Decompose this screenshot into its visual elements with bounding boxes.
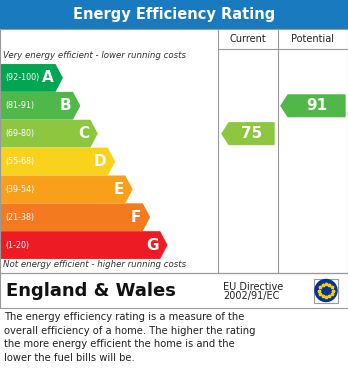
Text: D: D [94, 154, 106, 169]
Text: F: F [131, 210, 141, 225]
Text: (1-20): (1-20) [5, 240, 29, 249]
Text: Not energy efficient - higher running costs: Not energy efficient - higher running co… [3, 260, 186, 269]
Text: The energy efficiency rating is a measure of the
overall efficiency of a home. T: The energy efficiency rating is a measur… [4, 312, 255, 363]
Text: A: A [42, 70, 54, 85]
Text: (69-80): (69-80) [5, 129, 34, 138]
Text: E: E [113, 182, 124, 197]
Polygon shape [1, 93, 80, 119]
Bar [314, 278, 338, 303]
Text: EU Directive: EU Directive [223, 282, 283, 292]
Bar [0, 29, 348, 273]
Text: 2002/91/EC: 2002/91/EC [223, 291, 279, 301]
Text: 91: 91 [306, 98, 327, 113]
Text: 75: 75 [241, 126, 262, 141]
Polygon shape [281, 95, 345, 117]
Text: Energy Efficiency Rating: Energy Efficiency Rating [73, 7, 275, 22]
Text: Potential: Potential [292, 34, 334, 44]
Text: C: C [78, 126, 89, 141]
Bar [0, 0, 348, 28]
Polygon shape [1, 120, 97, 147]
Polygon shape [1, 176, 132, 203]
Text: Current: Current [230, 34, 266, 44]
Bar [0, 273, 348, 308]
Text: Very energy efficient - lower running costs: Very energy efficient - lower running co… [3, 51, 186, 60]
Polygon shape [1, 65, 62, 91]
Text: (81-91): (81-91) [5, 101, 34, 110]
Polygon shape [1, 204, 149, 230]
Polygon shape [1, 232, 167, 258]
Text: (92-100): (92-100) [5, 74, 39, 83]
Text: B: B [60, 98, 72, 113]
Text: G: G [146, 238, 159, 253]
Text: England & Wales: England & Wales [6, 282, 176, 300]
Text: (55-68): (55-68) [5, 157, 34, 166]
Polygon shape [1, 148, 114, 175]
Polygon shape [222, 123, 274, 144]
Text: (39-54): (39-54) [5, 185, 34, 194]
Circle shape [315, 280, 337, 301]
Text: (21-38): (21-38) [5, 213, 34, 222]
